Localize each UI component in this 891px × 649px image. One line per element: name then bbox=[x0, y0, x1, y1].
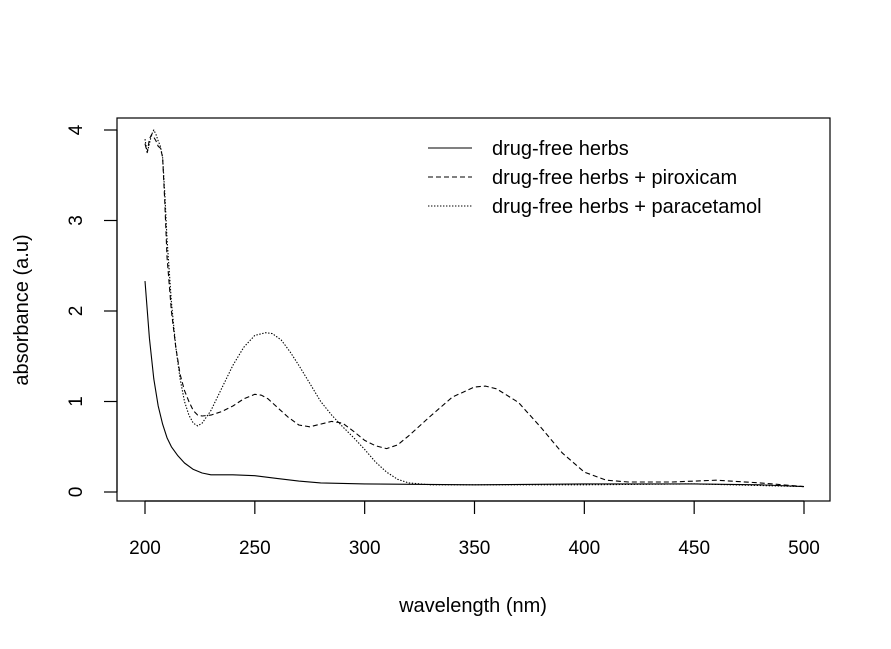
x-axis-title: wavelength (nm) bbox=[398, 595, 547, 617]
x-tick-label: 450 bbox=[678, 538, 710, 559]
y-tick-label: 1 bbox=[66, 396, 87, 407]
y-tick-label: 4 bbox=[66, 124, 87, 135]
x-tick-label: 400 bbox=[568, 538, 600, 559]
y-tick-label: 2 bbox=[66, 306, 87, 317]
series-layer bbox=[144, 129, 805, 488]
x-tick-label: 300 bbox=[349, 538, 381, 559]
y-tick-label: 0 bbox=[66, 487, 87, 498]
x-tick-label: 350 bbox=[459, 538, 491, 559]
x-tick-label: 500 bbox=[788, 538, 820, 559]
series-line-2 bbox=[144, 133, 805, 488]
y-tick-label: 3 bbox=[66, 215, 87, 226]
legend-label: drug-free herbs + piroxicam bbox=[492, 167, 737, 189]
x-tick-label: 200 bbox=[129, 538, 161, 559]
legend-label: drug-free herbs + paracetamol bbox=[492, 196, 762, 218]
legend: drug-free herbs drug-free herbs + piroxic… bbox=[428, 138, 762, 218]
legend-label: drug-free herbs bbox=[492, 138, 629, 160]
y-axis-title: absorbance (a.u) bbox=[11, 234, 33, 385]
x-axis: 200 250 300 350 400 450 500 bbox=[129, 500, 820, 559]
series-line-1 bbox=[144, 281, 805, 488]
x-tick-label: 250 bbox=[239, 538, 271, 559]
series-line-3 bbox=[144, 129, 805, 488]
y-axis: 0 1 2 3 4 bbox=[66, 124, 118, 498]
